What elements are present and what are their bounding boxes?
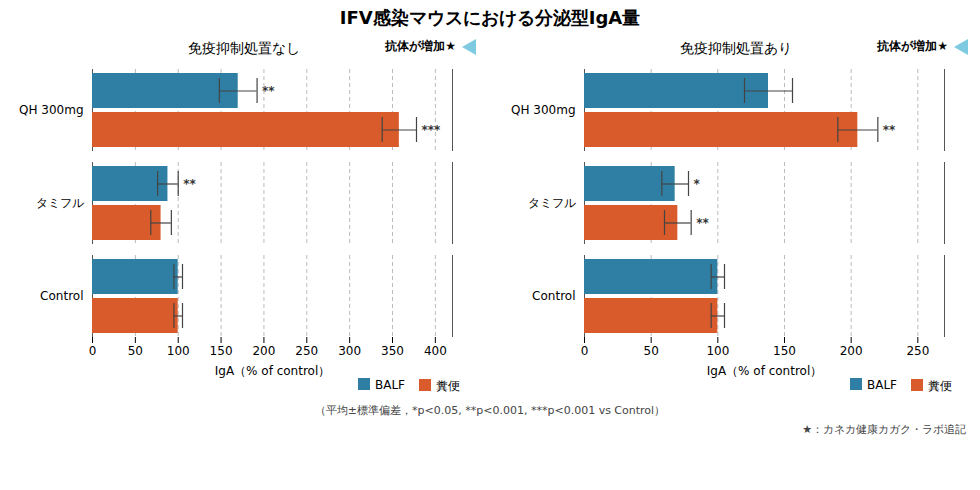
svg-text:**: **: [183, 177, 196, 191]
svg-text:150: 150: [210, 344, 233, 358]
html-text:抗体が増加★: 抗体が増加★: [877, 39, 948, 53]
svg-text:タミフル: タミフル: [36, 196, 84, 210]
svg-text:QH 300mg: QH 300mg: [19, 103, 84, 117]
svg-text:350: 350: [381, 344, 404, 358]
svg-text:*: *: [694, 177, 701, 191]
html-text:（平均±標準偏差，*p<0.05, **p<0.001, *: （平均±標準偏差，*p<0.05, **p<0.001, ***p<0.001 …: [314, 404, 666, 417]
svg-text:50: 50: [644, 344, 659, 358]
svg-text:IgA（% of control）: IgA（% of control）: [215, 364, 331, 378]
svg-text:Control: Control: [532, 289, 575, 303]
html-text:BALF: BALF: [867, 378, 897, 392]
svg-text:0: 0: [89, 344, 97, 358]
svg-text:QH 300mg: QH 300mg: [511, 103, 576, 117]
svg-text:0: 0: [581, 344, 589, 358]
svg-text:**: **: [696, 216, 709, 230]
html-text:免疫抑制処置なし: 免疫抑制処置なし: [188, 40, 300, 56]
html-text:免疫抑制処置あり: 免疫抑制処置あり: [680, 40, 792, 56]
html-text:★：カネカ健康カガク・ラボ追記: ★：カネカ健康カガク・ラボ追記: [802, 423, 966, 436]
svg-text:**: **: [262, 84, 275, 98]
html-text:糞便: 糞便: [928, 379, 952, 393]
svg-text:250: 250: [906, 344, 929, 358]
html-text:糞便: 糞便: [436, 379, 460, 393]
svg-text:100: 100: [706, 344, 729, 358]
svg-text:300: 300: [338, 344, 361, 358]
svg-text:50: 50: [128, 344, 143, 358]
svg-text:100: 100: [167, 344, 190, 358]
svg-text:IgA（% of control）: IgA（% of control）: [707, 364, 823, 378]
svg-text:200: 200: [840, 344, 863, 358]
svg-text:200: 200: [252, 344, 275, 358]
html-text:IFV感染マウスにおける分泌型IgA量: IFV感染マウスにおける分泌型IgA量: [339, 7, 641, 28]
svg-text:150: 150: [773, 344, 796, 358]
svg-text:**: **: [883, 123, 896, 137]
svg-text:タミフル: タミフル: [528, 196, 576, 210]
svg-text:400: 400: [424, 344, 447, 358]
html-text:抗体が増加★: 抗体が増加★: [385, 39, 456, 53]
svg-text:Control: Control: [40, 289, 83, 303]
svg-text:***: ***: [422, 123, 442, 137]
svg-text:250: 250: [295, 344, 318, 358]
html-text:BALF: BALF: [375, 378, 405, 392]
